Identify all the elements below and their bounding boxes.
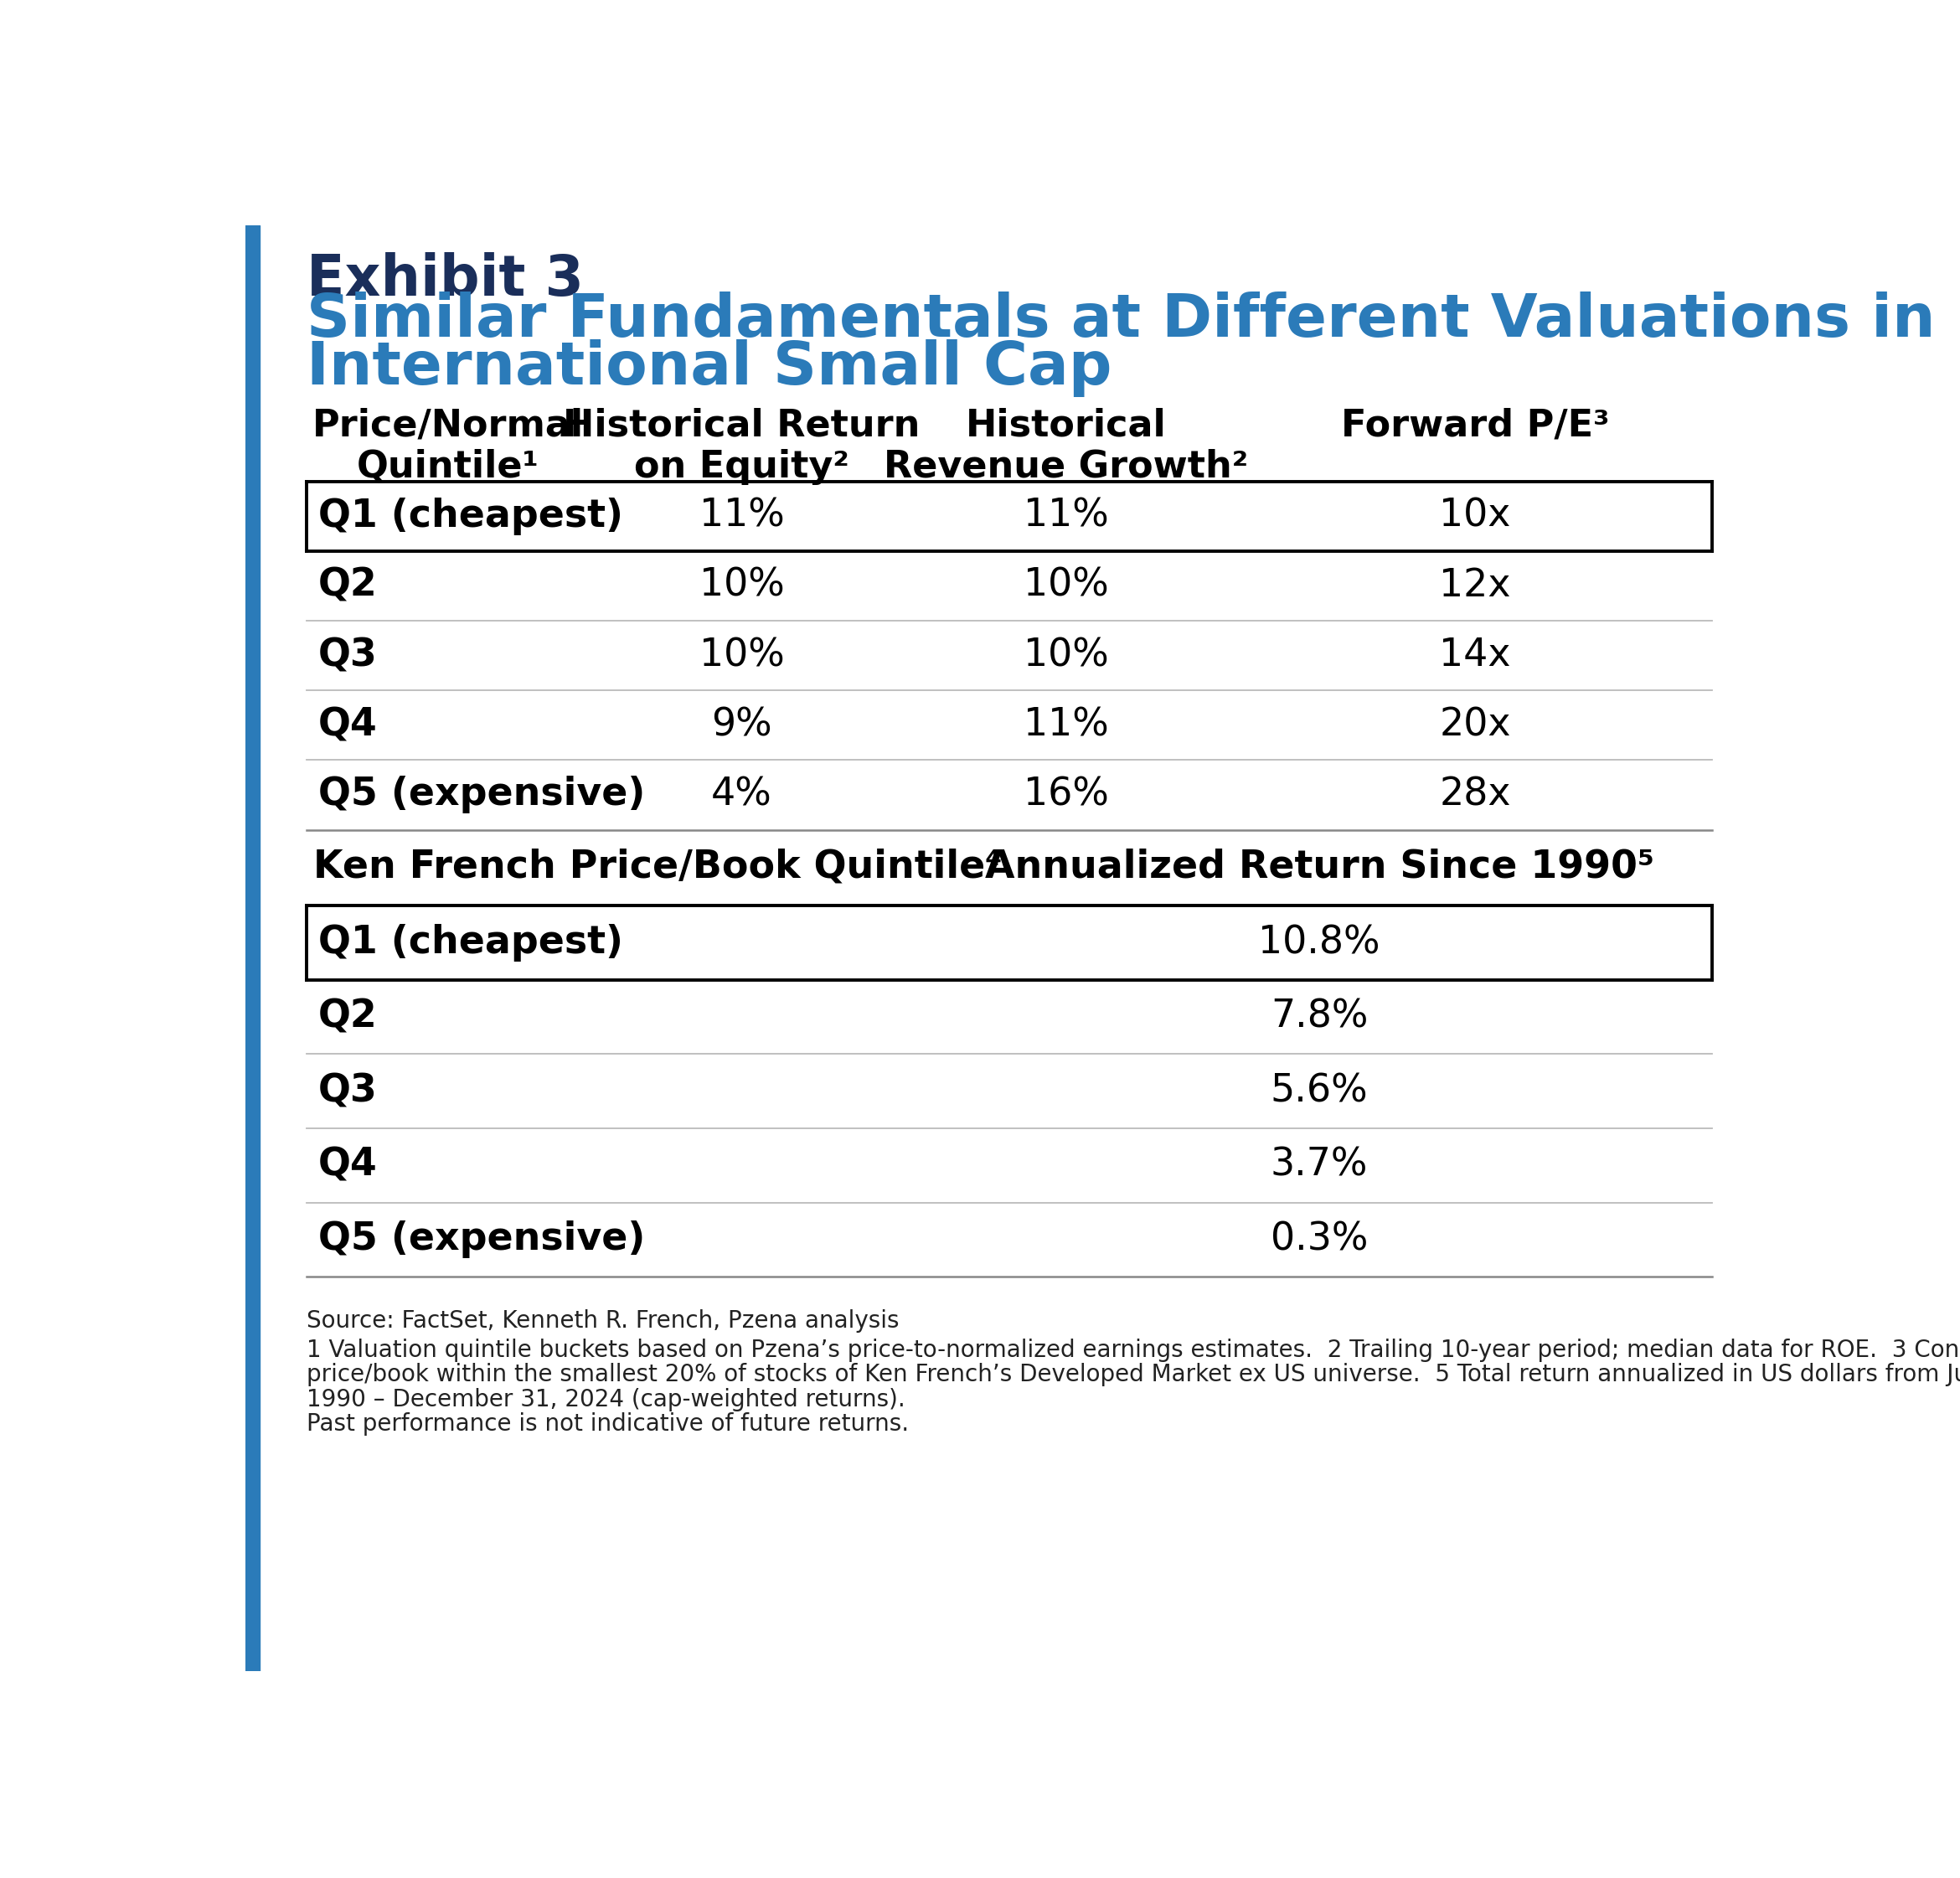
Text: 10%: 10% bbox=[1023, 567, 1109, 605]
Text: Q2: Q2 bbox=[318, 567, 378, 605]
Text: Q4: Q4 bbox=[318, 1147, 378, 1185]
Text: Historical
Revenue Growth²: Historical Revenue Growth² bbox=[884, 408, 1249, 485]
Text: 10%: 10% bbox=[700, 637, 784, 674]
Text: Similar Fundamentals at Different Valuations in: Similar Fundamentals at Different Valuat… bbox=[306, 291, 1935, 349]
Text: 11%: 11% bbox=[1023, 706, 1109, 744]
Text: 9%: 9% bbox=[711, 706, 772, 744]
Text: Q4: Q4 bbox=[318, 706, 378, 744]
Text: 7.8%: 7.8% bbox=[1270, 999, 1368, 1037]
Text: 20x: 20x bbox=[1439, 706, 1511, 744]
Text: 3.7%: 3.7% bbox=[1270, 1147, 1368, 1185]
Text: 1990 – December 31, 2024 (cap-weighted returns).: 1990 – December 31, 2024 (cap-weighted r… bbox=[306, 1388, 906, 1410]
Text: Forward P/E³: Forward P/E³ bbox=[1341, 408, 1609, 443]
Text: 10x: 10x bbox=[1439, 498, 1511, 535]
Text: Q1 (cheapest): Q1 (cheapest) bbox=[318, 498, 623, 535]
Text: 4%: 4% bbox=[711, 776, 772, 813]
Text: 28x: 28x bbox=[1439, 776, 1511, 813]
Text: Q5 (expensive): Q5 (expensive) bbox=[318, 776, 645, 813]
Text: Q5 (expensive): Q5 (expensive) bbox=[318, 1221, 645, 1258]
Text: Q3: Q3 bbox=[318, 637, 378, 674]
Bar bbox=[245, 225, 259, 1671]
Text: 10%: 10% bbox=[1023, 637, 1109, 674]
Text: Ken French Price/Book Quintile⁴: Ken French Price/Book Quintile⁴ bbox=[314, 847, 1002, 885]
Text: 0.3%: 0.3% bbox=[1270, 1221, 1368, 1258]
Text: Historical Return
on Equity²: Historical Return on Equity² bbox=[563, 408, 919, 485]
Text: Source: FactSet, Kenneth R. French, Pzena analysis: Source: FactSet, Kenneth R. French, Pzen… bbox=[306, 1309, 900, 1332]
Text: price/book within the smallest 20% of stocks of Ken French’s Developed Market ex: price/book within the smallest 20% of st… bbox=[306, 1363, 1960, 1386]
Text: Q2: Q2 bbox=[318, 999, 378, 1037]
Text: 11%: 11% bbox=[1023, 498, 1109, 535]
Text: 14x: 14x bbox=[1439, 637, 1511, 674]
Text: Q3: Q3 bbox=[318, 1072, 378, 1110]
Text: 10%: 10% bbox=[700, 567, 784, 605]
Text: Q1 (cheapest): Q1 (cheapest) bbox=[318, 924, 623, 962]
Text: Annualized Return Since 1990⁵: Annualized Return Since 1990⁵ bbox=[984, 847, 1654, 885]
Text: Price/Normal
Quintile¹: Price/Normal Quintile¹ bbox=[312, 408, 584, 485]
Text: Past performance is not indicative of future returns.: Past performance is not indicative of fu… bbox=[306, 1412, 909, 1435]
Text: 12x: 12x bbox=[1439, 567, 1511, 605]
Text: 5.6%: 5.6% bbox=[1270, 1072, 1368, 1110]
Text: 11%: 11% bbox=[700, 498, 784, 535]
Text: Exhibit 3: Exhibit 3 bbox=[306, 252, 584, 308]
Text: 16%: 16% bbox=[1023, 776, 1109, 813]
Text: 1 Valuation quintile buckets based on Pzena’s price-to-normalized earnings estim: 1 Valuation quintile buckets based on Pz… bbox=[306, 1339, 1960, 1362]
Text: International Small Cap: International Small Cap bbox=[306, 340, 1111, 398]
Text: 10.8%: 10.8% bbox=[1258, 924, 1380, 962]
